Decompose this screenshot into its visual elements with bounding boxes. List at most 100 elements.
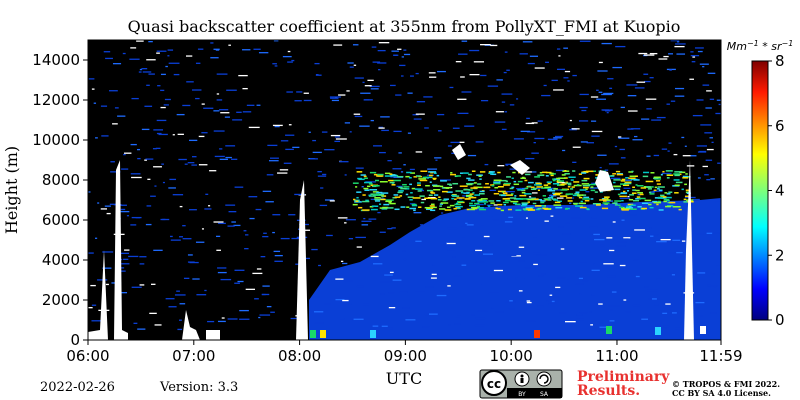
speckle-mark bbox=[141, 68, 148, 70]
speckle-mark bbox=[549, 296, 560, 298]
cloud-mark bbox=[428, 194, 433, 197]
cloud-mark bbox=[471, 170, 476, 172]
speckle-mark bbox=[508, 216, 514, 219]
cloud-mark bbox=[411, 204, 418, 207]
speckle-mark bbox=[177, 133, 184, 136]
speckle-mark bbox=[487, 85, 499, 87]
cloud-mark bbox=[399, 195, 403, 197]
cloud-mark bbox=[528, 181, 534, 184]
speckle-mark bbox=[176, 113, 185, 116]
speckle-mark bbox=[314, 62, 320, 65]
speckle-mark bbox=[545, 61, 549, 63]
speckle-mark bbox=[169, 178, 177, 181]
speckle-mark bbox=[423, 96, 433, 98]
speckle-mark bbox=[114, 107, 119, 109]
speckle-mark bbox=[183, 277, 190, 280]
cloud-mark bbox=[545, 175, 549, 177]
speckle-mark bbox=[333, 44, 343, 46]
speckle-mark bbox=[383, 273, 392, 275]
cloud-mark bbox=[469, 204, 476, 207]
speckle-mark bbox=[533, 236, 537, 238]
speckle-mark bbox=[415, 151, 423, 153]
speckle-mark bbox=[553, 189, 561, 191]
speckle-mark bbox=[546, 300, 549, 302]
cloud-mark bbox=[658, 189, 663, 191]
speckle-mark bbox=[620, 106, 625, 109]
cloud-mark bbox=[442, 190, 448, 193]
cloud-mark bbox=[660, 194, 665, 197]
speckle-mark bbox=[367, 79, 374, 81]
cloud-mark bbox=[539, 172, 543, 174]
speckle-mark bbox=[710, 178, 715, 180]
speckle-mark bbox=[535, 307, 541, 310]
speckle-mark bbox=[368, 218, 377, 220]
speckle-mark bbox=[217, 320, 226, 323]
speckle-mark bbox=[393, 54, 399, 56]
cloud-mark bbox=[541, 187, 549, 189]
cloud-mark bbox=[405, 175, 410, 178]
speckle-mark bbox=[507, 277, 518, 280]
speckle-mark bbox=[377, 211, 381, 214]
speckle-mark bbox=[346, 90, 350, 92]
cloud-mark bbox=[372, 194, 378, 196]
cloud-mark bbox=[672, 206, 681, 208]
cloud-mark bbox=[365, 199, 369, 202]
cloud-mark bbox=[375, 179, 380, 182]
speckle-mark bbox=[465, 222, 468, 224]
speckle-mark bbox=[555, 286, 561, 289]
speckle-mark bbox=[533, 263, 538, 266]
speckle-mark bbox=[690, 155, 697, 157]
speckle-mark bbox=[676, 53, 686, 55]
speckle-mark bbox=[626, 84, 638, 86]
speckle-mark bbox=[334, 140, 340, 143]
speckle-mark bbox=[480, 74, 487, 77]
cloud-mark bbox=[364, 181, 372, 184]
speckle-mark bbox=[541, 94, 551, 97]
cloud-mark bbox=[642, 175, 649, 178]
cloud-mark bbox=[360, 174, 366, 176]
speckle-mark bbox=[155, 147, 161, 150]
speckle-mark bbox=[291, 237, 302, 240]
cloud-mark bbox=[613, 179, 621, 181]
speckle-mark bbox=[562, 149, 566, 152]
speckle-mark bbox=[453, 275, 462, 277]
speckle-mark bbox=[172, 134, 175, 136]
cloud-mark bbox=[504, 192, 508, 194]
cloud-mark bbox=[666, 177, 670, 179]
cloud-mark bbox=[451, 197, 455, 200]
speckle-mark bbox=[663, 325, 670, 328]
speckle-mark bbox=[667, 150, 670, 152]
cloud-mark bbox=[414, 188, 423, 190]
cloud-mark bbox=[648, 203, 652, 206]
speckle-mark bbox=[505, 164, 509, 166]
speckle-mark bbox=[279, 169, 289, 171]
cloud-mark bbox=[493, 179, 502, 181]
cloud-mark bbox=[557, 200, 562, 203]
speckle-mark bbox=[370, 88, 379, 90]
cloud-mark bbox=[649, 206, 654, 209]
speckle-mark bbox=[609, 320, 615, 322]
speckle-mark bbox=[239, 318, 250, 320]
cloud-mark bbox=[553, 199, 559, 201]
speckle-mark bbox=[137, 157, 141, 160]
cloud-mark bbox=[656, 203, 659, 206]
cloud-mark bbox=[684, 195, 690, 198]
speckle-mark bbox=[664, 327, 667, 329]
cloud-mark bbox=[674, 184, 680, 187]
cloud-mark bbox=[353, 199, 360, 202]
cloud-mark bbox=[471, 206, 479, 209]
cloud-mark bbox=[543, 198, 550, 200]
speckle-mark bbox=[526, 307, 529, 310]
cloud-mark bbox=[456, 200, 464, 203]
speckle-mark bbox=[195, 241, 205, 243]
cloud-mark bbox=[450, 173, 456, 176]
speckle-mark bbox=[421, 198, 426, 201]
cloud-mark bbox=[425, 208, 433, 211]
speckle-mark bbox=[378, 151, 386, 154]
cloud-mark bbox=[560, 189, 568, 191]
speckle-mark bbox=[692, 114, 703, 117]
cloud-mark bbox=[601, 198, 605, 200]
cloud-mark bbox=[615, 170, 621, 173]
cloud-mark bbox=[472, 192, 475, 194]
speckle-mark bbox=[219, 109, 229, 111]
